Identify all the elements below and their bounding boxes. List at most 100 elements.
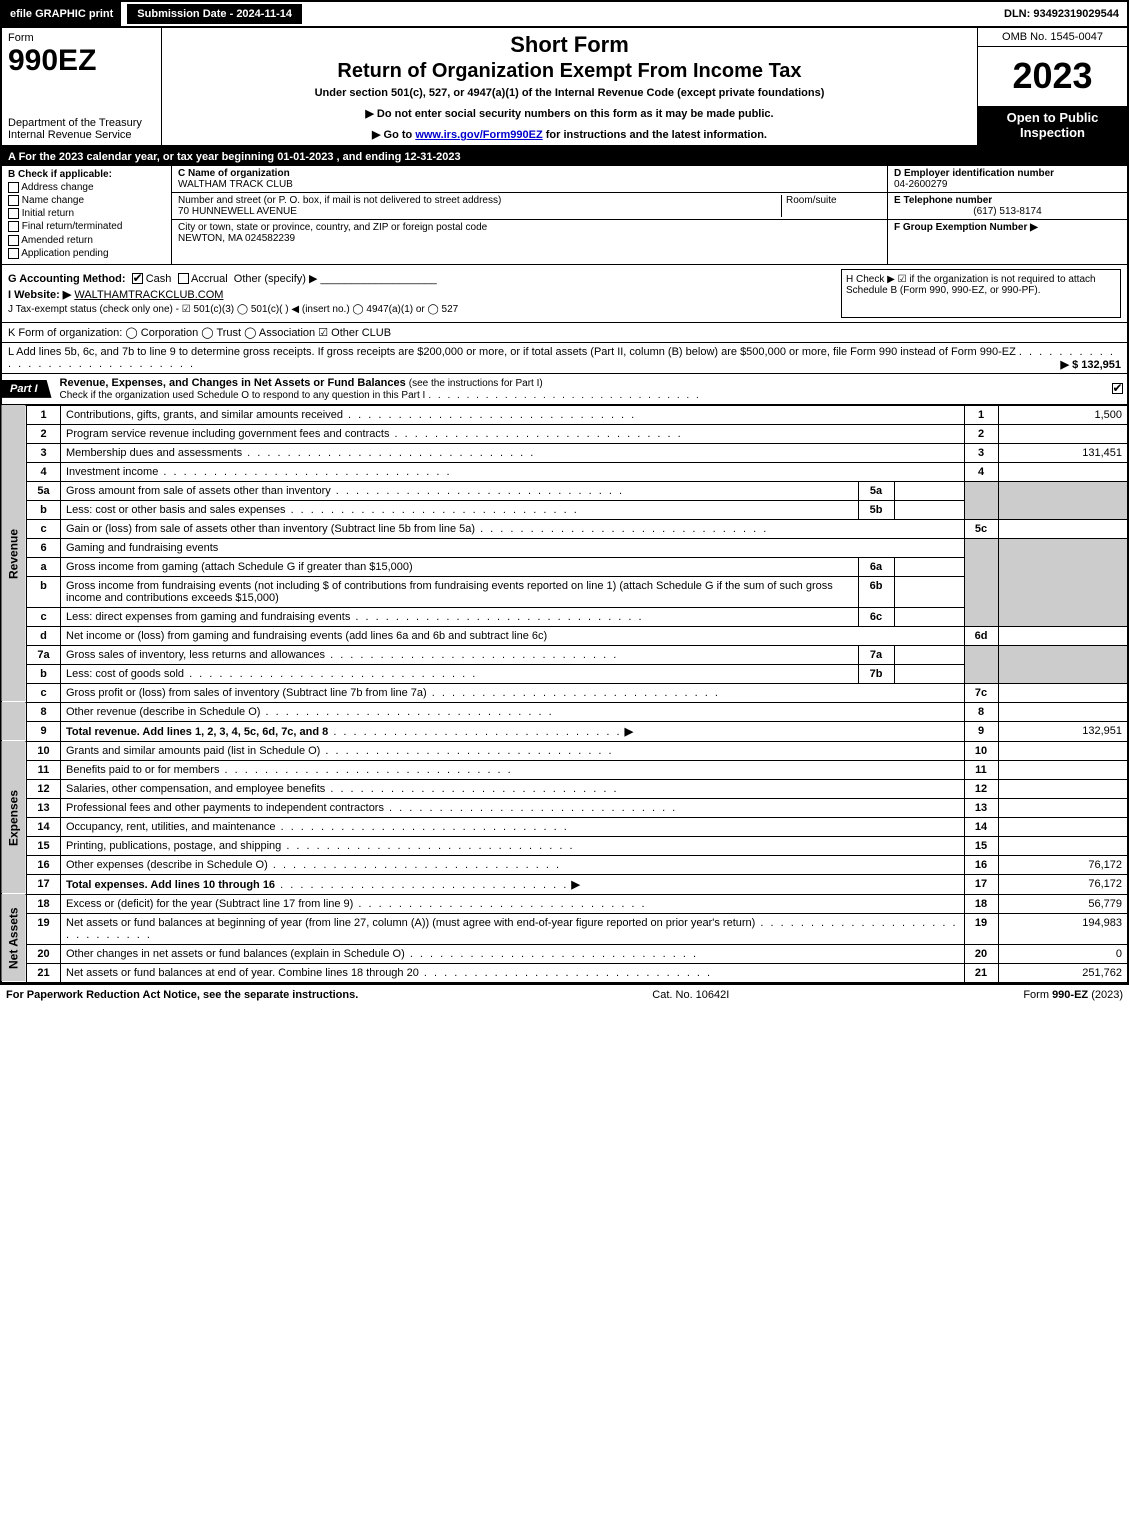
chk-name-change[interactable]: Name change: [8, 195, 165, 206]
e-phone-block: E Telephone number (617) 513-8174: [888, 193, 1127, 220]
rn-16: 16: [964, 855, 998, 874]
efile-graphic-print: efile GRAPHIC print: [2, 2, 121, 26]
chk-address-change[interactable]: Address change: [8, 182, 165, 193]
chk-cash[interactable]: [132, 273, 143, 284]
return-title: Return of Organization Exempt From Incom…: [170, 60, 969, 83]
sub-6a: 6a: [858, 557, 894, 576]
phone-value: (617) 513-8174: [894, 206, 1121, 217]
ln-8: 8: [27, 702, 61, 721]
ln-13: 13: [27, 798, 61, 817]
rn-5ab-grey: [964, 481, 998, 519]
rn-3: 3: [964, 443, 998, 462]
chk-final-return[interactable]: Final return/terminated: [8, 221, 165, 232]
desc-17: Total expenses. Add lines 10 through 16 …: [61, 874, 965, 894]
form-word: Form: [8, 32, 155, 44]
part-i-checkbox[interactable]: [1107, 383, 1127, 395]
ln-14: 14: [27, 817, 61, 836]
form-number: 990EZ: [8, 44, 155, 78]
val-10: [998, 741, 1128, 760]
g-accounting: G Accounting Method: Cash Accrual Other …: [8, 272, 841, 285]
rn-18: 18: [964, 894, 998, 913]
chk-accrual[interactable]: [178, 273, 189, 284]
city-label: City or town, state or province, country…: [178, 222, 487, 233]
j-tax-exempt: J Tax-exempt status (check only one) - ☑…: [8, 304, 841, 315]
side-revenue: Revenue: [1, 405, 27, 702]
desc-5c: Gain or (loss) from sale of assets other…: [61, 519, 965, 538]
c-name-block: C Name of organization WALTHAM TRACK CLU…: [172, 166, 887, 193]
ln-5c: c: [27, 519, 61, 538]
ln-6a: a: [27, 557, 61, 576]
val-6d: [998, 626, 1128, 645]
ln-9: 9: [27, 721, 61, 741]
desc-21: Net assets or fund balances at end of ye…: [61, 963, 965, 982]
desc-10: Grants and similar amounts paid (list in…: [61, 741, 965, 760]
subv-7b: [894, 664, 964, 683]
desc-7c: Gross profit or (loss) from sales of inv…: [61, 683, 965, 702]
desc-12: Salaries, other compensation, and employ…: [61, 779, 965, 798]
desc-8: Other revenue (describe in Schedule O): [61, 702, 965, 721]
department: Department of the Treasury Internal Reve…: [8, 117, 155, 141]
dln: DLN: 93492319029544: [996, 2, 1127, 26]
val-21: 251,762: [998, 963, 1128, 982]
desc-11: Benefits paid to or for members: [61, 760, 965, 779]
rn-2: 2: [964, 424, 998, 443]
val-14: [998, 817, 1128, 836]
val-18: 56,779: [998, 894, 1128, 913]
street-address: 70 HUNNEWELL AVENUE: [178, 206, 781, 217]
desc-14: Occupancy, rent, utilities, and maintena…: [61, 817, 965, 836]
section-def: D Employer identification number 04-2600…: [887, 166, 1127, 264]
subv-6a: [894, 557, 964, 576]
h-schedule-b: H Check ▶ ☑ if the organization is not r…: [841, 269, 1121, 318]
desc-5b: Less: cost or other basis and sales expe…: [61, 500, 859, 519]
rn-12: 12: [964, 779, 998, 798]
info-block: B Check if applicable: Address change Na…: [0, 166, 1129, 265]
sub-5a: 5a: [858, 481, 894, 500]
ln-19: 19: [27, 913, 61, 944]
note-goto-post: for instructions and the latest informat…: [543, 129, 767, 141]
chk-application-pending[interactable]: Application pending: [8, 248, 165, 259]
desc-5a: Gross amount from sale of assets other t…: [61, 481, 859, 500]
ln-6c: c: [27, 607, 61, 626]
ln-6d: d: [27, 626, 61, 645]
ln-7a: 7a: [27, 645, 61, 664]
val-12: [998, 779, 1128, 798]
val-3: 131,451: [998, 443, 1128, 462]
desc-16: Other expenses (describe in Schedule O): [61, 855, 965, 874]
ln-16: 16: [27, 855, 61, 874]
header-right: OMB No. 1545-0047 2023 Open to Public In…: [977, 28, 1127, 145]
rn-20: 20: [964, 944, 998, 963]
val-4: [998, 462, 1128, 481]
chk-amended-return[interactable]: Amended return: [8, 235, 165, 246]
desc-7b: Less: cost of goods sold: [61, 664, 859, 683]
rn-6-grey: [964, 538, 998, 626]
val-11: [998, 760, 1128, 779]
under-section: Under section 501(c), 527, or 4947(a)(1)…: [170, 87, 969, 99]
chk-initial-return[interactable]: Initial return: [8, 208, 165, 219]
i-website: I Website: ▶ WALTHAMTRACKCLUB.COM: [8, 288, 841, 301]
e-label: E Telephone number: [894, 195, 1121, 206]
ln-12: 12: [27, 779, 61, 798]
ln-17: 17: [27, 874, 61, 894]
desc-6b: Gross income from fundraising events (no…: [61, 576, 859, 607]
side-netassets: Net Assets: [1, 894, 27, 982]
ln-20: 20: [27, 944, 61, 963]
irs-link[interactable]: www.irs.gov/Form990EZ: [415, 129, 542, 141]
desc-9: Total revenue. Add lines 1, 2, 3, 4, 5c,…: [61, 721, 965, 741]
section-b: B Check if applicable: Address change Na…: [2, 166, 172, 264]
ln-1: 1: [27, 405, 61, 424]
footer-mid: Cat. No. 10642I: [652, 989, 729, 1001]
open-to-public-inspection: Open to Public Inspection: [978, 106, 1127, 145]
part-i-label: Part I: [2, 380, 52, 398]
ln-4: 4: [27, 462, 61, 481]
part-i-title: Revenue, Expenses, and Changes in Net As…: [52, 374, 1107, 404]
ln-6b: b: [27, 576, 61, 607]
rn-4: 4: [964, 462, 998, 481]
desc-13: Professional fees and other payments to …: [61, 798, 965, 817]
rn-10: 10: [964, 741, 998, 760]
val-5ab-grey: [998, 481, 1128, 519]
desc-18: Excess or (deficit) for the year (Subtra…: [61, 894, 965, 913]
val-20: 0: [998, 944, 1128, 963]
ln-21: 21: [27, 963, 61, 982]
val-16: 76,172: [998, 855, 1128, 874]
desc-6a: Gross income from gaming (attach Schedul…: [61, 557, 859, 576]
